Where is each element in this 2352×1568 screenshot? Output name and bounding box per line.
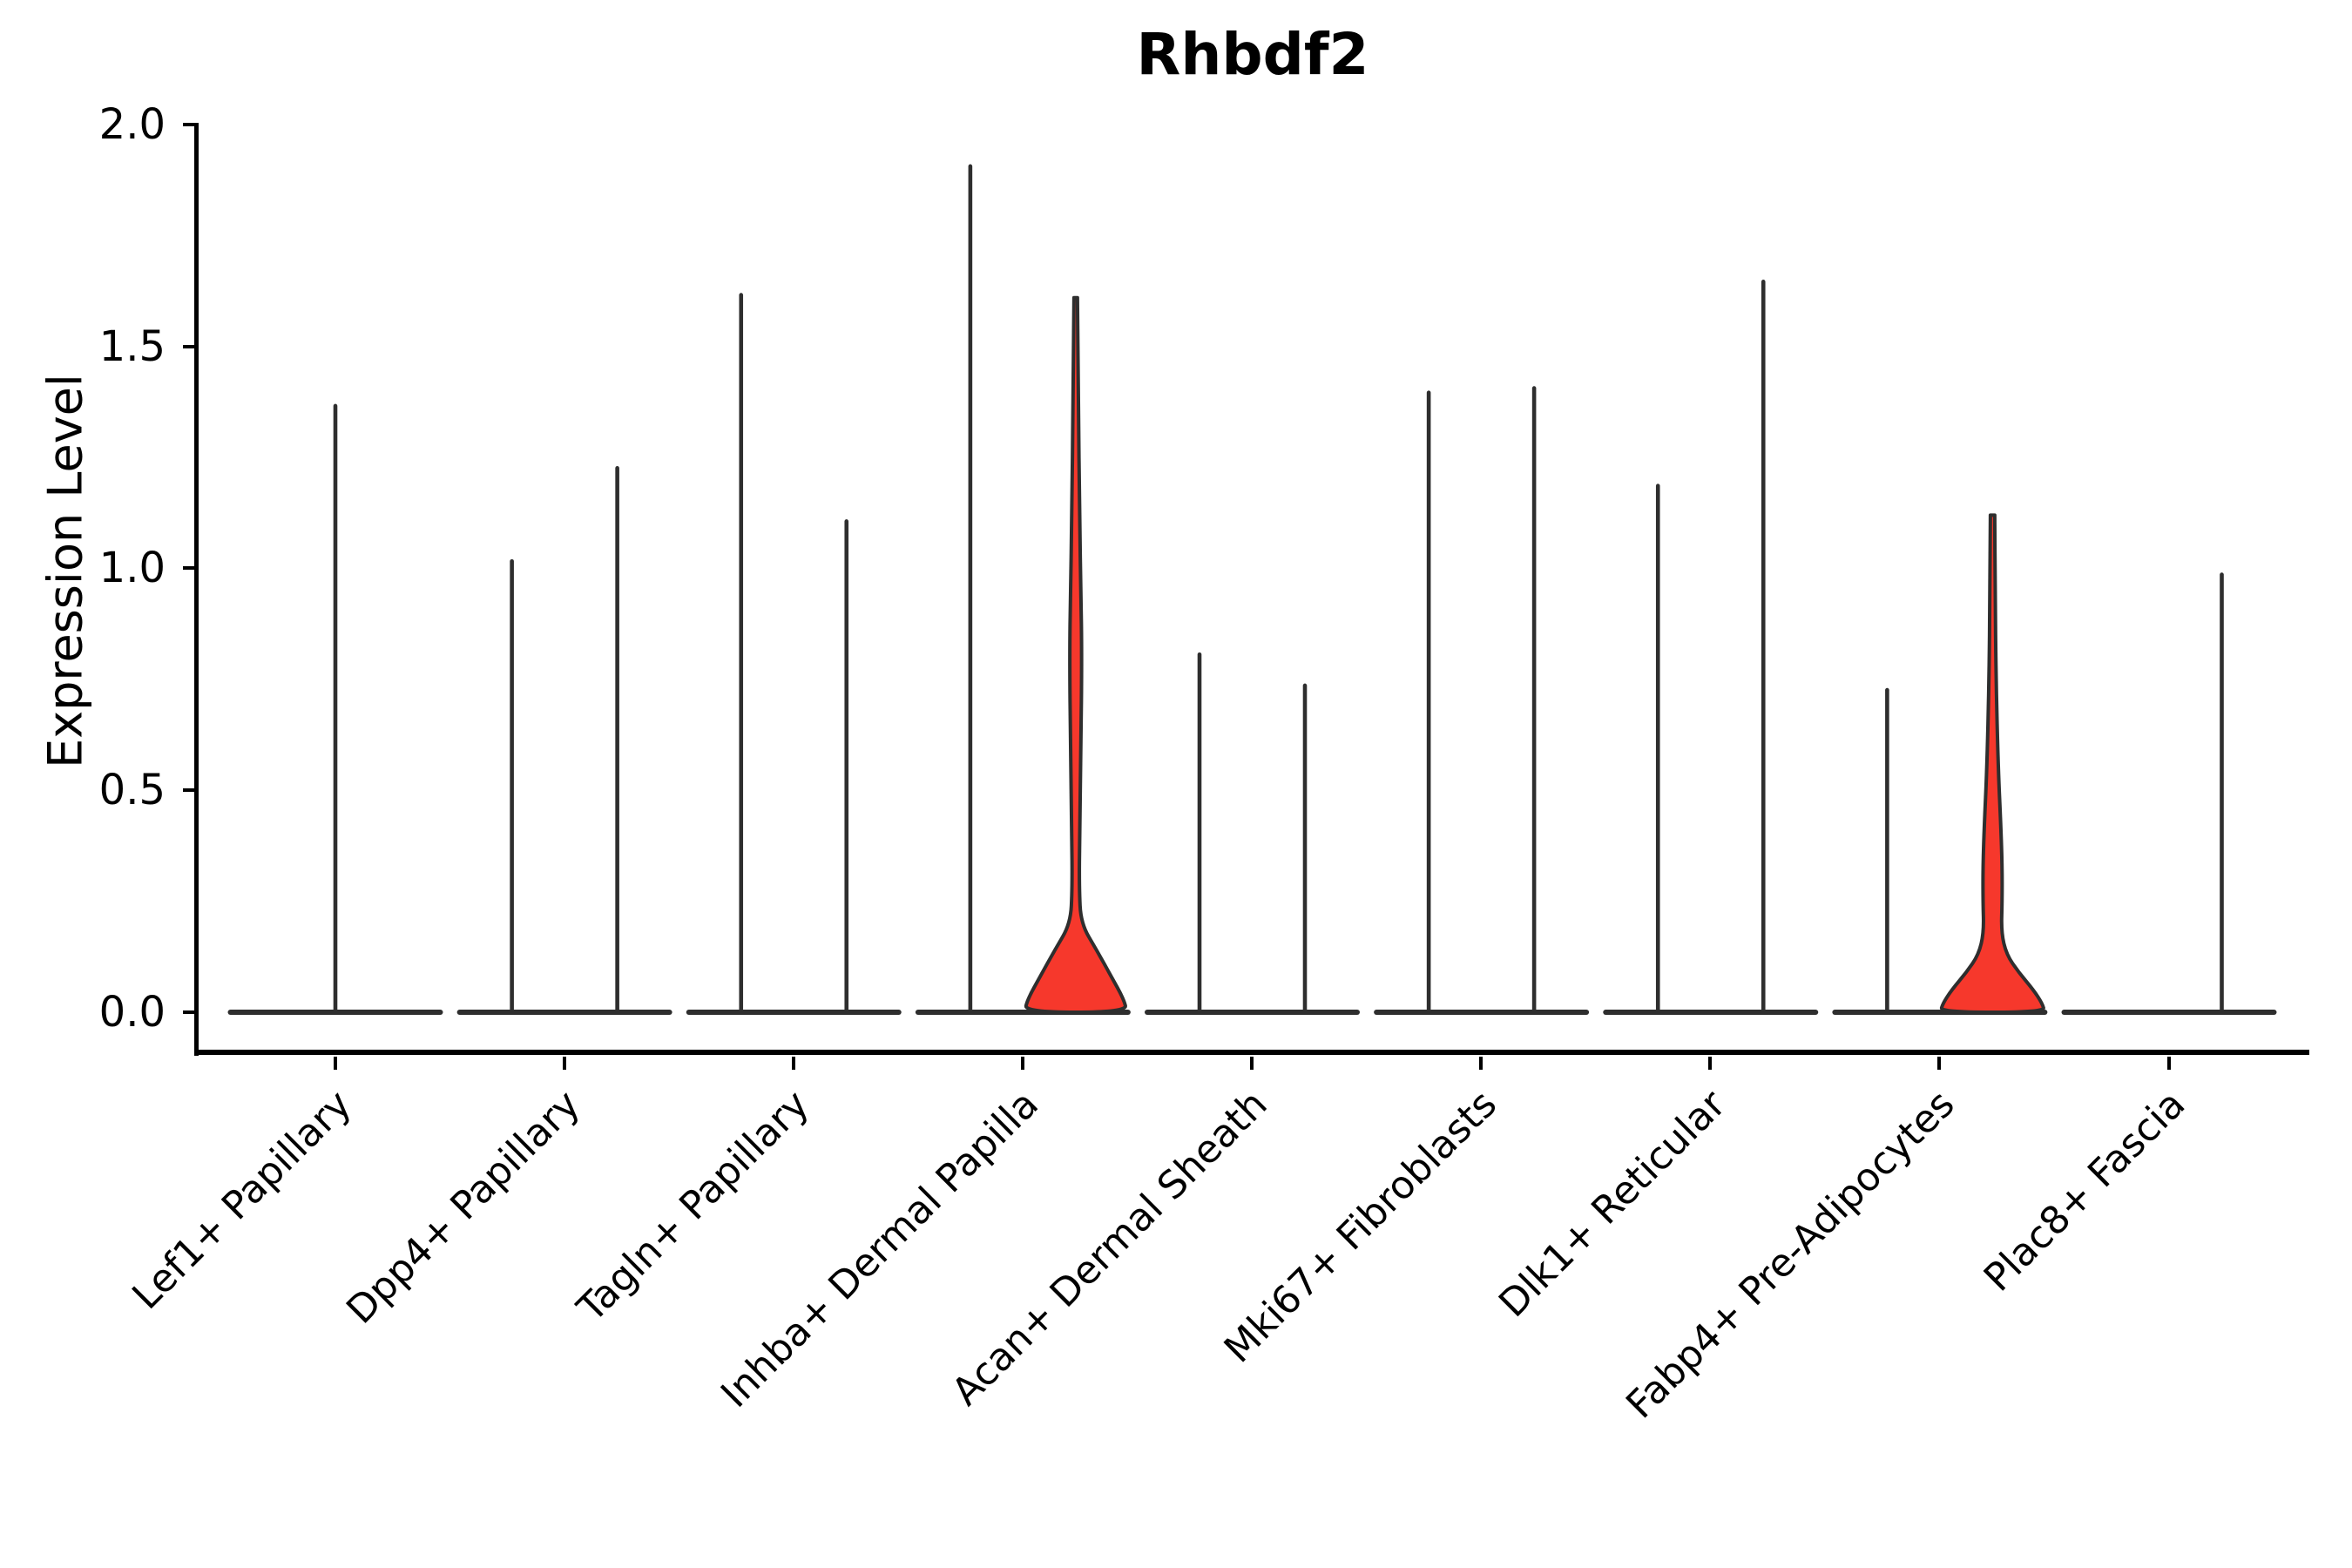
y-tick [183,788,195,792]
violin-filled [1024,295,1127,1014]
x-tick [563,1057,566,1070]
y-tick-label: 0.5 [98,766,166,814]
x-axis-spine [196,1050,2309,1055]
x-tick [334,1057,337,1070]
y-tick-label: 1.0 [98,544,166,592]
y-tick [183,123,195,126]
chart-title: Rhbdf2 [1136,21,1369,88]
y-tick-label: 2.0 [98,100,166,149]
x-tick [1250,1057,1254,1070]
x-tick [792,1057,795,1070]
y-axis-spine [194,123,199,1056]
y-tick [183,345,195,348]
x-tick [1021,1057,1024,1070]
violin-filled [1939,513,2045,1014]
y-tick-label: 1.5 [98,322,166,371]
x-tick [1479,1057,1483,1070]
y-tick [183,1010,195,1014]
x-tick [1937,1057,1941,1070]
x-tick [2167,1057,2171,1070]
x-tick [1708,1057,1712,1070]
y-tick-label: 0.0 [98,988,166,1037]
y-tick [183,566,195,570]
